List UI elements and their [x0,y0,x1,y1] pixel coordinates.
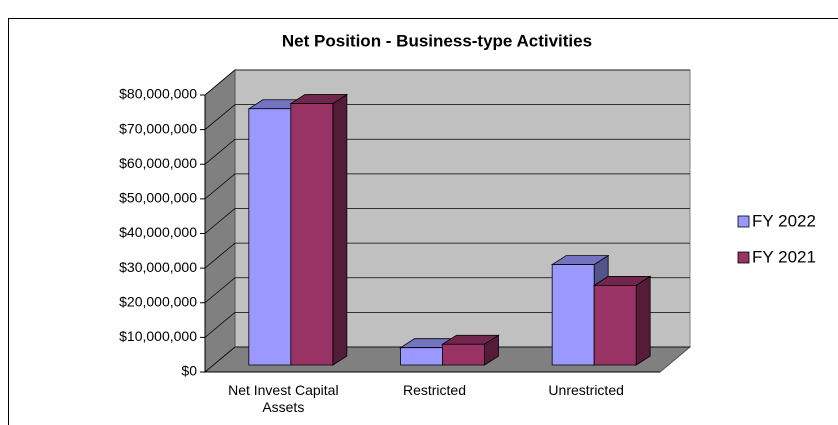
bar [441,334,500,366]
legend-swatch [737,215,750,228]
bar-side [635,275,651,366]
chart-title: Net Position - Business-type Activities [282,31,592,50]
y-tick-label: $50,000,000 [119,190,197,206]
y-tick-label: $0 [181,363,197,379]
y-tick-label: $80,000,000 [119,86,197,102]
legend-label: FY 2022 [752,211,816,230]
legend-swatch [737,251,750,264]
legend-label: FY 2021 [752,247,816,266]
bar [592,275,652,366]
bar-front [248,108,292,366]
grid-line [204,104,690,130]
grid-line [204,208,690,234]
grid-line [204,138,690,165]
grid-line [204,173,690,200]
x-tick-label: Net Invest Capital Assets [228,382,339,415]
bar-front [593,284,637,366]
bar-side [332,93,348,366]
y-tick-label: $60,000,000 [119,155,197,171]
y-tick-label: $20,000,000 [119,293,197,309]
y-tick-label: $10,000,000 [119,328,197,344]
bar-front [442,343,485,366]
x-tick-label: Restricted [402,382,467,398]
grid-line [204,242,690,269]
bar-front [290,103,334,366]
bar-front [551,264,595,366]
y-tick-label: $30,000,000 [119,259,197,275]
y-tick-label: $70,000,000 [119,120,197,136]
x-tick-label: Unrestricted [548,382,624,398]
y-tick-label: $40,000,000 [119,224,197,240]
grid-line [204,311,690,338]
grid-line [204,69,690,96]
grid-line [204,277,690,304]
grid-line [204,346,690,373]
bar [289,93,349,366]
bar-front [400,347,443,366]
